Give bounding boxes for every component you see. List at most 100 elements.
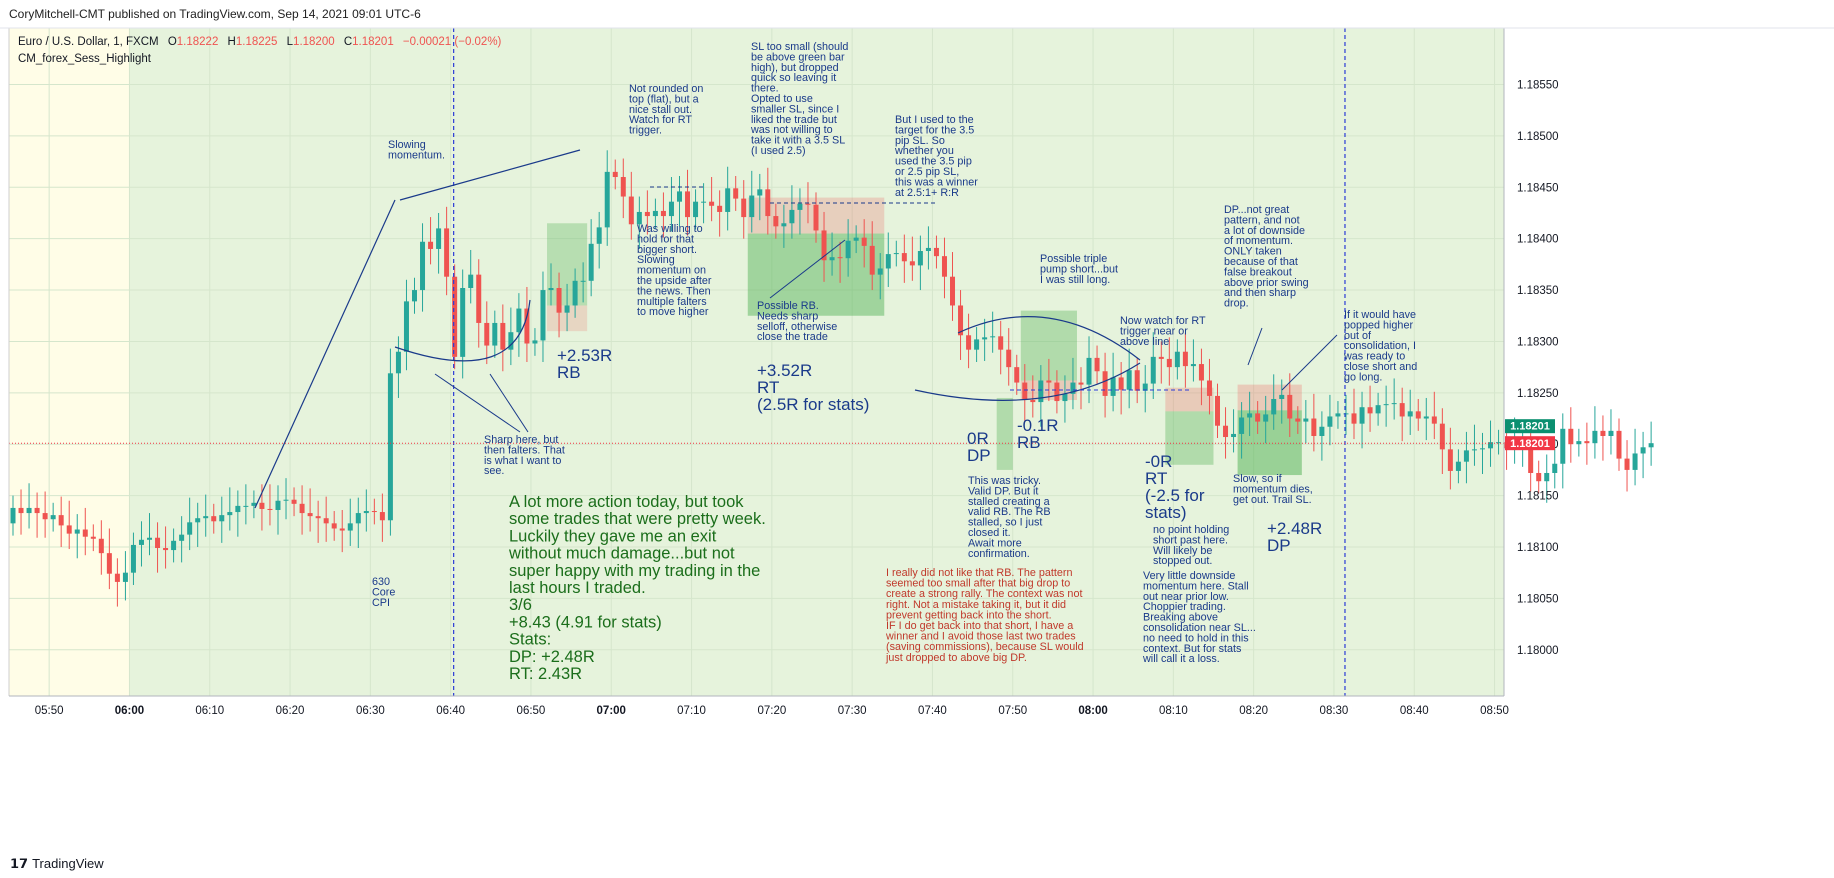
candle: [1351, 388, 1357, 440]
candle: [275, 485, 281, 535]
candle: [974, 327, 980, 362]
candle-body: [1078, 382, 1084, 385]
x-tick-label: 07:00: [597, 705, 626, 717]
y-tick-label: 1.18100: [1517, 542, 1559, 554]
chart-annotation: Now watch for RT trigger near or above lin…: [1120, 315, 1206, 348]
candle-body: [82, 529, 88, 537]
candle-body: [1632, 453, 1638, 470]
candle: [620, 158, 626, 219]
candle-body: [685, 191, 691, 218]
candle: [147, 513, 153, 556]
candle: [668, 177, 674, 232]
legend-c: 1.18201: [352, 36, 394, 48]
candle-body: [267, 508, 273, 510]
candle: [1022, 364, 1028, 422]
candle: [1327, 394, 1333, 446]
candle-body: [516, 308, 522, 333]
candle-body: [837, 257, 843, 259]
candle-body: [1062, 393, 1068, 402]
candle-body: [179, 534, 185, 541]
candle-body: [476, 274, 482, 323]
candle-body: [1624, 458, 1630, 470]
candle: [395, 336, 401, 398]
candle-body: [845, 240, 851, 259]
candle: [1030, 375, 1036, 418]
candle-body: [990, 336, 996, 338]
candle-body: [299, 503, 305, 514]
candle: [122, 551, 128, 601]
chart-annotation: But I used to the target for the 3.5 pip S…: [894, 114, 978, 199]
candle-body: [580, 280, 586, 282]
candle-body: [74, 529, 80, 534]
chart-annotation: This was tricky. Valid DP. But it stalled …: [968, 475, 1051, 560]
candle-body: [1118, 377, 1124, 390]
rt2-stop-zone: [1165, 387, 1214, 412]
candle-body: [693, 201, 699, 218]
y-tick-label: 1.18550: [1517, 80, 1559, 92]
tradingview-brand[interactable]: 𝟭𝟳 TradingView: [10, 856, 104, 872]
rt-target-zone: [747, 233, 885, 316]
candle: [155, 522, 161, 573]
candle-body: [138, 539, 144, 545]
candle-body: [1255, 413, 1261, 422]
candle: [452, 264, 458, 370]
candle: [1158, 341, 1164, 384]
candle-body: [974, 339, 980, 350]
candle: [1239, 402, 1245, 459]
candle-body: [1271, 398, 1277, 415]
candle-body: [652, 210, 658, 217]
candle-body: [917, 251, 923, 266]
candle: [877, 253, 883, 300]
candle: [1110, 352, 1116, 412]
candle: [347, 498, 353, 546]
legend-o-label: O: [168, 36, 177, 48]
candle: [701, 183, 707, 224]
candle-body: [709, 201, 715, 206]
candle-body: [371, 511, 377, 513]
candle: [484, 301, 490, 365]
candle-body: [1311, 418, 1317, 436]
candle-body: [508, 332, 514, 350]
price-chart[interactable]: Slowing momentum. Sharp here, but then falt…: [0, 0, 1834, 850]
candle: [845, 219, 851, 277]
candle: [773, 203, 779, 239]
candle: [1479, 432, 1485, 475]
candle: [460, 269, 466, 379]
candle-body: [861, 237, 867, 246]
candle-body: [1592, 430, 1598, 444]
candle: [636, 196, 642, 249]
candle-body: [725, 188, 731, 212]
candle-body: [1110, 377, 1116, 396]
pointer-arrow: [1247, 327, 1263, 366]
candle: [1287, 373, 1293, 438]
candle: [291, 487, 297, 517]
candle-body: [98, 538, 104, 554]
candle-body: [1134, 370, 1140, 391]
candle: [781, 204, 787, 248]
candle: [909, 236, 915, 281]
candle-body: [18, 507, 24, 514]
candle-body: [901, 253, 907, 262]
candle: [1439, 408, 1445, 475]
candle-body: [387, 373, 393, 521]
candle-body: [1038, 380, 1044, 403]
candle-body: [1014, 367, 1020, 383]
candle-body: [1158, 356, 1164, 359]
candle-body: [1198, 364, 1204, 381]
candle: [42, 491, 48, 538]
candle-body: [998, 336, 1004, 350]
candle: [34, 492, 40, 538]
candle-body: [1046, 380, 1052, 383]
dp-small-zone: [996, 397, 1013, 470]
candle: [717, 190, 723, 237]
candle-body: [701, 201, 707, 203]
curve-arc: [394, 299, 531, 362]
candle-body: [564, 305, 570, 313]
candle-body: [1086, 357, 1092, 385]
candle: [219, 496, 225, 543]
candle: [709, 177, 715, 222]
candle: [315, 500, 321, 543]
candle-body: [644, 211, 650, 217]
candle: [331, 511, 337, 541]
candle-body: [556, 288, 562, 313]
